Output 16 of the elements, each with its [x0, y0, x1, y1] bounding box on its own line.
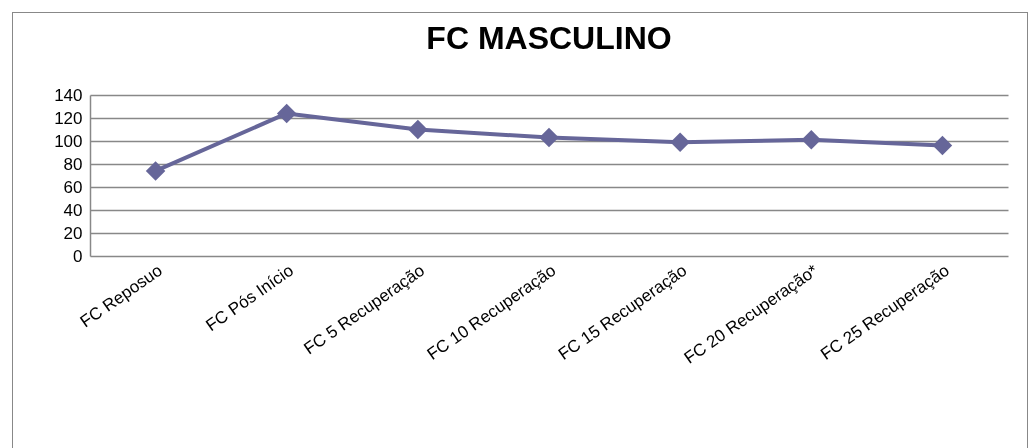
y-tick-label: 80	[63, 154, 83, 174]
y-tick-label: 100	[54, 131, 83, 151]
y-tick-label: 140	[54, 85, 83, 105]
point	[670, 132, 690, 152]
point	[801, 130, 822, 150]
y-tick-label: 40	[63, 200, 83, 220]
chart-title: FC MASCULINO	[426, 20, 672, 56]
point	[539, 127, 559, 148]
y-tick-label: 60	[63, 177, 83, 197]
y-tick-label: 120	[54, 108, 83, 128]
point	[145, 161, 166, 181]
point	[408, 119, 428, 140]
point	[276, 103, 297, 124]
y-tick-label: 20	[63, 223, 83, 243]
point	[932, 135, 953, 156]
y-tick-label: 0	[73, 246, 83, 266]
